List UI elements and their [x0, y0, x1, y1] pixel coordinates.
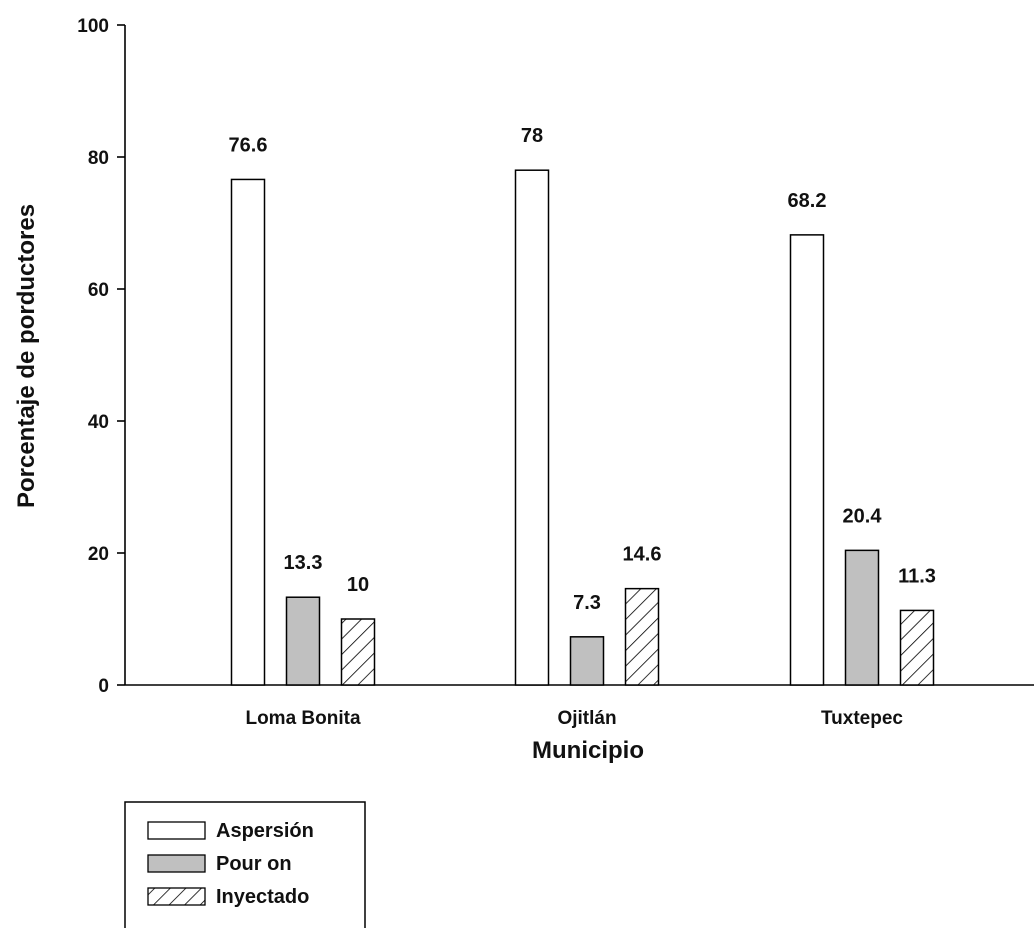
bar-inyectado: [340, 618, 376, 686]
data-label-inyectado: 11.3: [898, 565, 936, 587]
bars: [230, 169, 935, 686]
data-label-aspersion: 68.2: [788, 190, 827, 212]
legend-swatch-pour-on: [147, 854, 206, 873]
y-tick-label: 100: [77, 16, 109, 37]
legend-frame: [124, 801, 366, 928]
bar-inyectado: [624, 587, 660, 686]
data-label-inyectado: 14.6: [623, 544, 662, 566]
y-tick-label: 80: [88, 148, 109, 169]
bar-aspersion: [789, 234, 825, 686]
x-category-label: Tuxtepec: [821, 708, 903, 729]
y-axis-title: Porcentaje de porductores: [13, 204, 40, 508]
bar-aspersion: [230, 178, 266, 686]
data-label-pour-on: 20.4: [843, 505, 883, 527]
y-axis-ticks: 0 20 40 60 80 100: [77, 16, 125, 697]
legend: Aspersión Pour on Inyectado: [124, 801, 366, 928]
y-tick-label: 0: [98, 676, 109, 697]
legend-swatch-inyectado: [147, 887, 206, 906]
data-label-aspersion: 76.6: [229, 134, 268, 156]
legend-label-inyectado: Inyectado: [216, 886, 309, 908]
data-label-inyectado: 10: [347, 574, 369, 596]
data-label-pour-on: 13.3: [284, 552, 323, 574]
bar-pour-on: [569, 636, 605, 686]
data-label-aspersion: 78: [521, 125, 543, 147]
bar-pour-on: [844, 549, 880, 686]
bar-aspersion: [514, 169, 550, 686]
legend-swatch-aspersion: [147, 821, 206, 840]
y-tick-label: 40: [88, 412, 109, 433]
data-labels: 76.6 78 68.2 13.3 7.3 20.4 10 14.6 11.3: [229, 125, 936, 614]
data-label-pour-on: 7.3: [573, 592, 601, 614]
legend-label-pour-on: Pour on: [216, 853, 292, 875]
y-tick-label: 20: [88, 544, 109, 565]
bar-inyectado: [899, 609, 935, 686]
y-tick-label: 60: [88, 280, 109, 301]
x-axis-title: Municipio: [532, 737, 644, 764]
x-category-label: Loma Bonita: [245, 708, 360, 729]
legend-label-aspersion: Aspersión: [216, 820, 314, 842]
x-category-label: Ojitlán: [557, 708, 616, 729]
x-axis-categories: Loma Bonita Ojitlán Tuxtepec: [245, 708, 903, 729]
bar-pour-on: [285, 596, 321, 686]
